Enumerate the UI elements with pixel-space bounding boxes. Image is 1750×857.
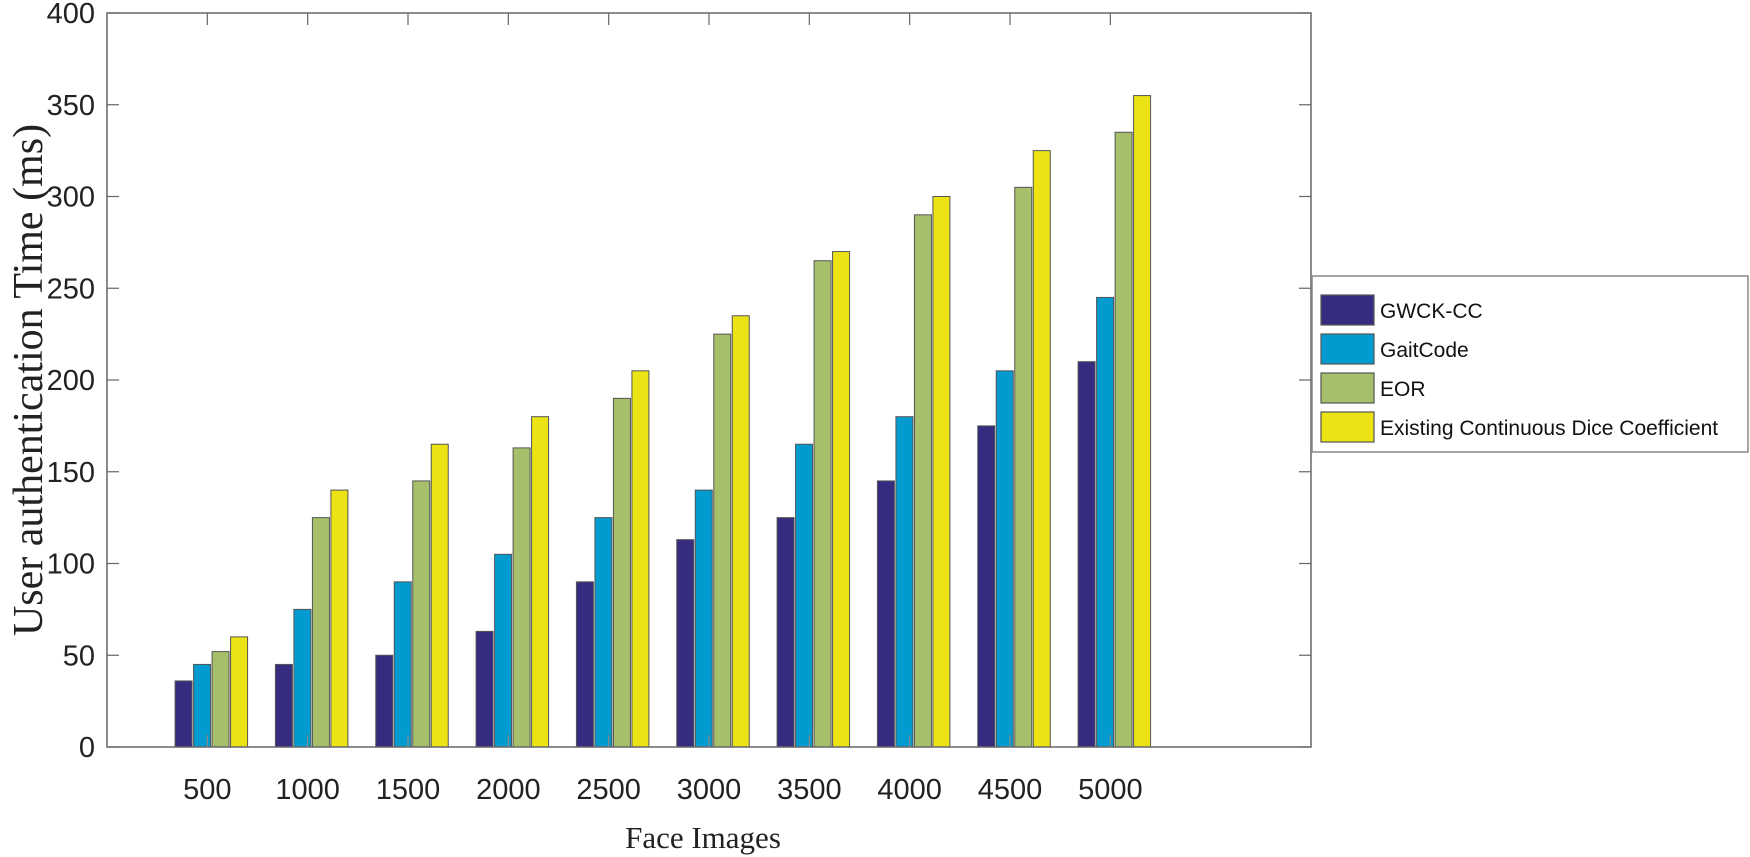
bar-gaitcode-4000 [895,416,914,748]
bar-gwck-cc-3500 [776,517,795,748]
y-tick-label: 250 [47,273,95,305]
bar-existing-continuous-dice-coefficient-4500 [1032,150,1051,748]
bar-gwck-cc-2500 [575,581,594,748]
y-tick-label: 400 [47,0,95,30]
bar-eor-1000 [311,517,330,748]
legend-swatch [1320,411,1375,443]
bar-gwck-cc-5000 [1077,361,1096,748]
bar-gaitcode-5000 [1096,296,1115,748]
bar-gaitcode-2000 [494,553,513,748]
bar-eor-500 [211,651,230,748]
bar-gwck-cc-3000 [676,539,695,748]
legend-swatch [1320,294,1375,326]
bar-eor-5000 [1114,131,1133,748]
legend-label: GWCK-CC [1380,300,1483,323]
legend-swatch [1320,333,1375,365]
bar-eor-4000 [913,214,932,748]
legend-label: GaitCode [1380,339,1469,362]
bar-existing-continuous-dice-coefficient-500 [230,636,249,748]
legend-label: EOR [1380,378,1426,401]
bar-existing-continuous-dice-coefficient-1000 [330,489,349,748]
y-tick-label: 50 [63,640,95,672]
y-tick-label: 150 [47,457,95,489]
x-tick-label: 4000 [877,774,942,806]
bar-gaitcode-1500 [393,581,412,748]
bar-existing-continuous-dice-coefficient-3000 [731,315,750,748]
x-tick-label: 4500 [978,774,1043,806]
bar-eor-1500 [412,480,431,748]
bar-existing-continuous-dice-coefficient-2000 [531,416,550,748]
bar-gaitcode-4500 [995,370,1014,748]
bar-gwck-cc-1500 [375,654,394,748]
x-tick-label: 500 [183,774,231,806]
x-tick-label: 3500 [777,774,842,806]
y-tick-label: 0 [79,732,95,764]
bar-gwck-cc-2000 [475,630,494,748]
x-axis-label: Face Images [625,820,781,855]
bar-existing-continuous-dice-coefficient-4000 [932,196,951,748]
x-tick-label: 1500 [376,774,441,806]
bar-eor-3500 [813,260,832,748]
bar-eor-4500 [1014,186,1033,748]
legend-label: Existing Continuous Dice Coefficient [1380,417,1718,440]
bar-gwck-cc-4000 [876,480,895,748]
bar-gwck-cc-1000 [274,663,293,748]
x-tick-label: 2000 [476,774,541,806]
ticks-layer: 500 1000 1500 2000 2500 3000 3500 4000 4500 5000 0… [47,0,1311,806]
x-tick-label: 2500 [576,774,641,806]
y-tick-label: 200 [47,365,95,397]
bar-existing-continuous-dice-coefficient-3500 [832,251,851,748]
bar-existing-continuous-dice-coefficient-5000 [1133,95,1152,748]
bar-gaitcode-2500 [594,517,613,748]
bar-gaitcode-3500 [795,443,814,748]
y-axis-label: User authentication Time (ms) [6,124,52,636]
bar-eor-3000 [713,333,732,748]
y-tick-label: 300 [47,182,95,214]
legend: GWCK-CC GaitCode EOR Existing Continuous Di… [1311,275,1749,453]
legend-box [1311,275,1749,453]
x-tick-label: 1000 [275,774,340,806]
x-tick-label: 3000 [677,774,742,806]
bar-existing-continuous-dice-coefficient-1500 [430,443,449,748]
y-tick-label: 100 [47,549,95,581]
bar-gaitcode-1000 [293,608,312,748]
bar-gwck-cc-500 [174,680,193,748]
y-tick-label: 350 [47,90,95,122]
bar-gwck-cc-4500 [977,425,996,748]
bar-eor-2500 [612,397,631,748]
legend-swatch [1320,372,1375,404]
bars-layer [174,95,1152,748]
bar-eor-2000 [512,447,531,748]
bar-gaitcode-3000 [694,489,713,748]
bar-gaitcode-500 [193,663,212,748]
bar-existing-continuous-dice-coefficient-2500 [631,370,650,748]
x-tick-label: 5000 [1078,774,1143,806]
